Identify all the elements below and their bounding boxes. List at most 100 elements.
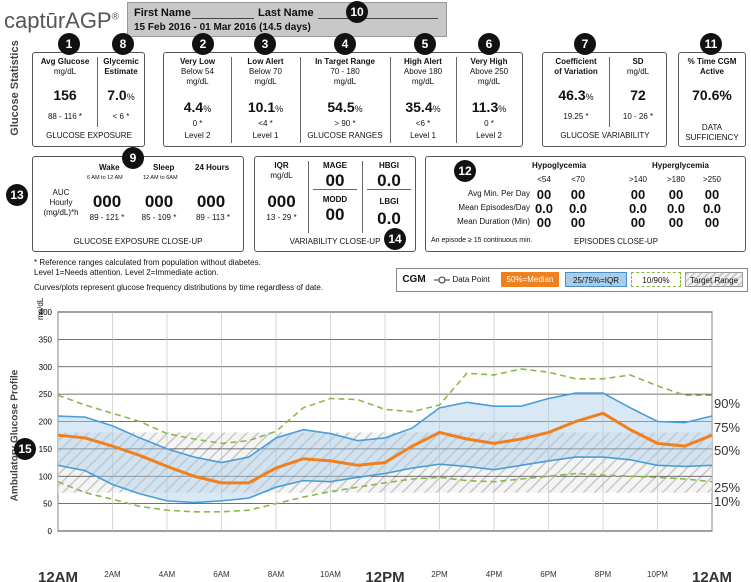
first-name-underline — [192, 18, 254, 19]
episode-value: 00 — [570, 215, 586, 230]
wake-auc-value: 000 — [92, 192, 122, 211]
sleep-sub: 12 AM to 6AM — [143, 175, 178, 181]
in-target-sub: 70 - 180 — [330, 67, 360, 76]
low-alert-unit: mg/dL — [254, 77, 277, 86]
very-high-level: Level 2 — [476, 131, 502, 140]
hbgi-title: HBGI — [379, 161, 399, 170]
cv-title: Coefficient — [555, 57, 597, 66]
mage-value: 00 — [325, 171, 345, 190]
24-hours-label: 24 Hours — [195, 163, 230, 172]
high-alert-sub: Above 180 — [403, 67, 443, 76]
legend-median: 50%=Median — [501, 272, 559, 287]
x-tick-label: 2PM — [431, 570, 448, 579]
legend-cgm: CGM — [402, 274, 426, 285]
episode-row-label: Mean Episodes/Day — [458, 203, 530, 212]
x-tick-label: 12AM — [692, 569, 732, 582]
high-alert-level: Level 1 — [410, 131, 436, 140]
sd-ref: 10 - 26 * — [622, 112, 654, 121]
episode-row-label: Avg Min. Per Day — [467, 189, 530, 198]
iqr-unit: mg/dL — [270, 171, 293, 180]
iqr-title: IQR — [274, 161, 289, 170]
episode-value: 00 — [630, 215, 646, 230]
patient-header: First Name Last Name 15 Feb 2016 - 01 Ma… — [127, 2, 447, 37]
very-low-title: Very Low — [179, 57, 216, 66]
cgm-active-title2: Active — [699, 67, 724, 76]
percentile-label: 75% — [714, 420, 740, 435]
last-name-underline — [318, 18, 438, 19]
high-alert-ref: <6 * — [415, 119, 431, 128]
high-alert-title: High Alert — [404, 57, 442, 66]
y-tick-label: 0 — [48, 527, 53, 536]
very-low-level: Level 2 — [184, 131, 211, 140]
glucose-ranges-panel: Very Low Below 54 mg/dL 4.4% 0 * Level 2… — [163, 52, 523, 147]
iqr-value: 000 — [267, 192, 296, 211]
series-25-line — [57, 456, 713, 504]
hbgi-value: 0.0 — [377, 171, 401, 190]
sd-unit: mg/dL — [626, 67, 650, 76]
episodes-closeup-footer: EPISODES CLOSE-UP — [574, 237, 659, 246]
sleep-label: Sleep — [153, 163, 175, 172]
low-alert-ref: <4 * — [258, 119, 273, 128]
glycemic-estimate-ref: < 6 * — [112, 112, 130, 121]
x-tick-label: 2AM — [104, 570, 121, 579]
y-tick-label: 300 — [39, 363, 53, 372]
avg-glucose-value: 156 — [53, 87, 77, 103]
episode-value: 00 — [536, 187, 552, 202]
very-high-sub: Above 250 — [469, 67, 509, 76]
auc-label1: AUC — [52, 188, 70, 197]
very-low-value: 4.4% — [183, 99, 212, 115]
cv-title2: of Variation — [554, 67, 598, 76]
in-target-unit: mg/dL — [333, 77, 357, 86]
wake-sub: 6 AM to 12 AM — [87, 175, 123, 181]
glucose-ranges-footer: GLUCOSE RANGES — [307, 131, 383, 140]
episode-col-header: >250 — [702, 175, 722, 184]
badge-13: 13 — [6, 184, 28, 206]
low-alert-value: 10.1% — [247, 99, 284, 115]
badge-7: 7 — [574, 33, 596, 55]
level-note: Level 1=Needs attention. Level 2=Immedia… — [34, 268, 219, 277]
badge-4: 4 — [334, 33, 356, 55]
very-low-unit: mg/dL — [186, 77, 209, 86]
x-tick-label: 6PM — [540, 570, 557, 579]
in-target-value: 54.5% — [327, 99, 363, 115]
episode-value: 0.0 — [628, 201, 648, 216]
x-tick-label: 12AM — [38, 569, 78, 582]
lbgi-title: LBGI — [379, 197, 399, 206]
episode-col-header: <54 — [537, 175, 551, 184]
avg-glucose-ref: 88 - 116 * — [47, 112, 83, 121]
lbgi-value: 0.0 — [377, 209, 401, 228]
y-tick-label: 350 — [39, 335, 53, 344]
first-name-label: First Name — [134, 7, 191, 19]
badge-6: 6 — [478, 33, 500, 55]
glucose-statistics-label: Glucose Statistics — [9, 40, 21, 136]
modd-title: MODD — [322, 195, 348, 204]
x-tick-label: 12PM — [365, 569, 404, 582]
variability-closeup-footer: VARIABILITY CLOSE-UP — [289, 237, 381, 246]
low-alert-sub: Below 70 — [249, 67, 282, 76]
logo-registered: ® — [111, 11, 119, 23]
series-10-line — [57, 472, 713, 513]
sd-title: SD — [632, 57, 644, 66]
wake-auc-ref: 89 - 121 * — [89, 213, 125, 222]
very-high-unit: mg/dL — [477, 77, 501, 86]
high-alert-unit: mg/dL — [411, 77, 435, 86]
iqr-band — [58, 393, 712, 503]
glycemic-estimate-title2: Estimate — [104, 67, 138, 76]
episode-value: 00 — [668, 215, 684, 230]
logo-text: captūrAGP — [4, 8, 112, 33]
episode-value: 0.0 — [702, 201, 722, 216]
badge-10: 10 — [346, 1, 368, 23]
agp-title: Ambulatory Glucose Profile — [9, 369, 21, 502]
iqr-ref: 13 - 29 * — [266, 213, 297, 222]
sleep-auc-ref: 85 - 109 * — [141, 213, 177, 222]
episode-row-label: Mean Duration (Min) — [457, 217, 530, 226]
low-alert-title: Low Alert — [247, 57, 284, 66]
y-axis-unit: mg/dL — [36, 297, 45, 320]
episode-value: 00 — [704, 187, 720, 202]
badge-1: 1 — [58, 33, 80, 55]
low-alert-level: Level 1 — [252, 131, 279, 140]
series-50-line — [57, 411, 713, 485]
x-tick-label: 6AM — [213, 570, 230, 579]
glucose-exposure-closeup-footer: GLUCOSE EXPOSURE CLOSE-UP — [73, 237, 203, 246]
modd-value: 00 — [325, 205, 345, 224]
